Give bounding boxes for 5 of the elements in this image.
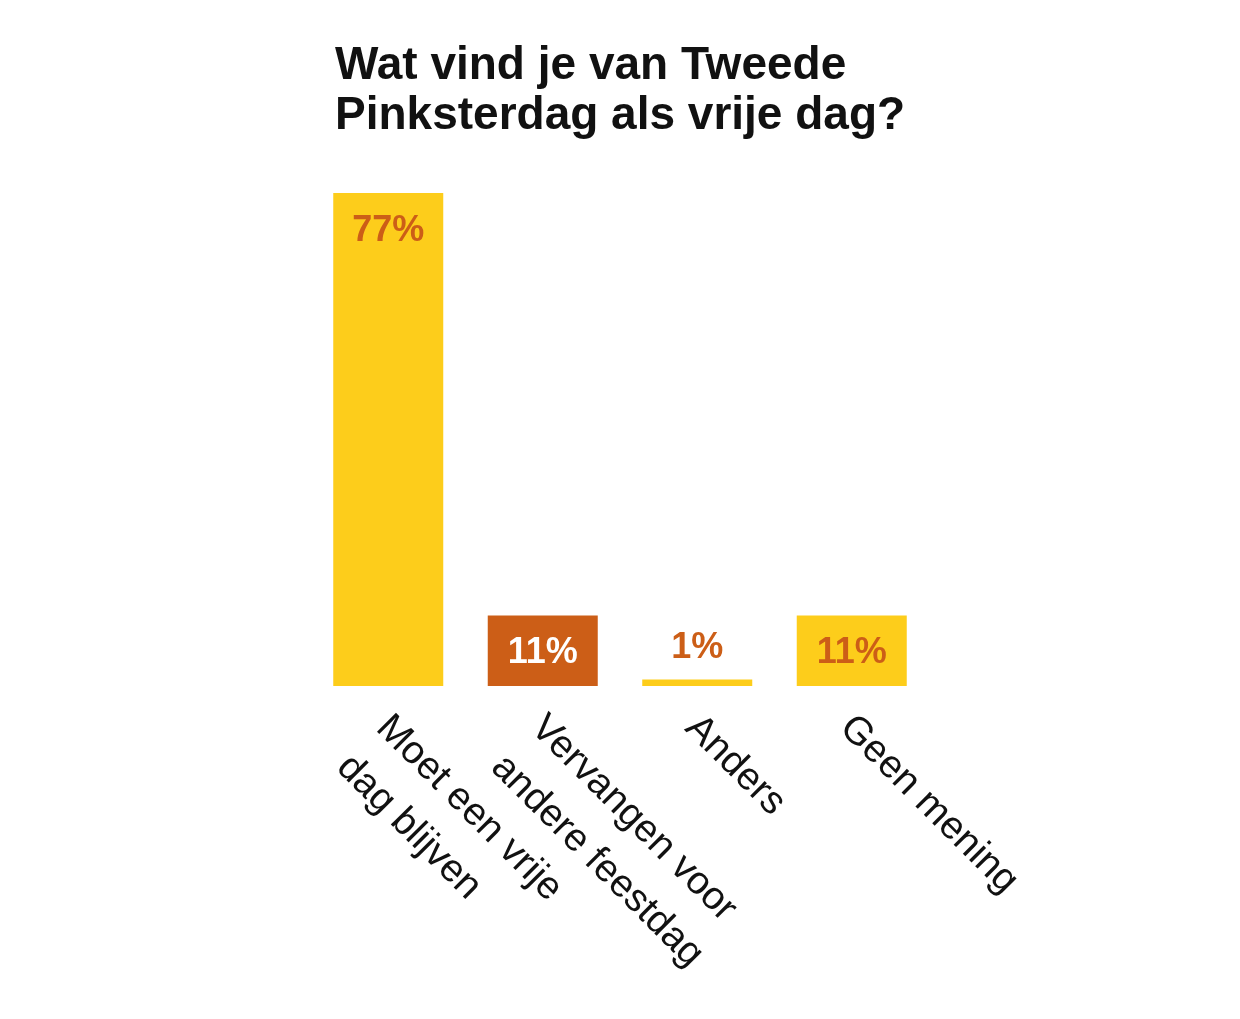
data-label: 77% [352, 207, 425, 249]
data-label: 11% [816, 630, 887, 672]
chart-title: Wat vind je van Tweede Pinksterdag als vrije dag? [335, 37, 907, 139]
data-label: 1% [671, 624, 724, 666]
data-label: 11% [507, 630, 578, 672]
